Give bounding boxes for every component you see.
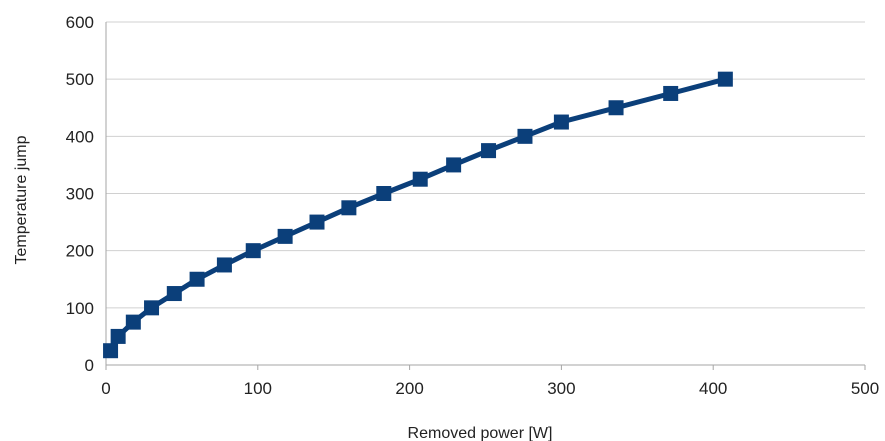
y-tick-label: 300 bbox=[66, 185, 94, 204]
data-point-marker bbox=[412, 171, 428, 187]
data-point-marker bbox=[376, 186, 392, 201]
data-point-marker bbox=[481, 143, 497, 159]
data-point-marker bbox=[663, 85, 679, 101]
data-point-marker bbox=[277, 228, 293, 244]
data-point-marker bbox=[309, 214, 325, 230]
data-point-marker bbox=[110, 328, 126, 344]
x-axis-title: Removed power [W] bbox=[408, 425, 553, 441]
data-point-marker bbox=[144, 300, 160, 316]
y-tick-label: 200 bbox=[66, 242, 94, 261]
x-tick-label: 0 bbox=[101, 379, 110, 398]
y-tick-label: 500 bbox=[66, 70, 94, 89]
data-point-marker bbox=[341, 200, 357, 216]
data-point-marker bbox=[166, 286, 182, 302]
data-point-marker bbox=[189, 271, 205, 287]
y-tick-label: 0 bbox=[85, 356, 94, 375]
y-tick-label: 400 bbox=[66, 127, 94, 146]
tick-labels: 0 100 200 300 400 500 600 0 100 200 300 400 500 bbox=[66, 13, 880, 398]
x-tick-label: 200 bbox=[395, 379, 423, 398]
data-point-marker bbox=[517, 128, 533, 144]
data-point-marker bbox=[103, 343, 119, 359]
data-point-marker bbox=[608, 100, 624, 116]
y-tick-label: 100 bbox=[66, 299, 94, 318]
data-point-marker bbox=[125, 314, 141, 330]
marker-layer bbox=[103, 71, 733, 359]
series-line bbox=[108, 76, 728, 354]
x-tick-label: 300 bbox=[547, 379, 575, 398]
data-point-marker bbox=[717, 71, 733, 87]
x-tick-label: 100 bbox=[244, 379, 272, 398]
grid-layer bbox=[106, 21, 865, 309]
data-point-marker bbox=[553, 114, 569, 130]
x-tick-label: 400 bbox=[699, 379, 727, 398]
data-point-marker bbox=[245, 243, 261, 259]
data-point-marker bbox=[446, 157, 462, 173]
data-point-marker bbox=[216, 257, 232, 273]
series-layer bbox=[108, 76, 728, 354]
x-tick-label: 500 bbox=[851, 379, 879, 398]
axis-layer bbox=[105, 22, 866, 370]
y-tick-label: 600 bbox=[66, 13, 94, 32]
y-axis-title: Temperature jump bbox=[13, 135, 30, 264]
